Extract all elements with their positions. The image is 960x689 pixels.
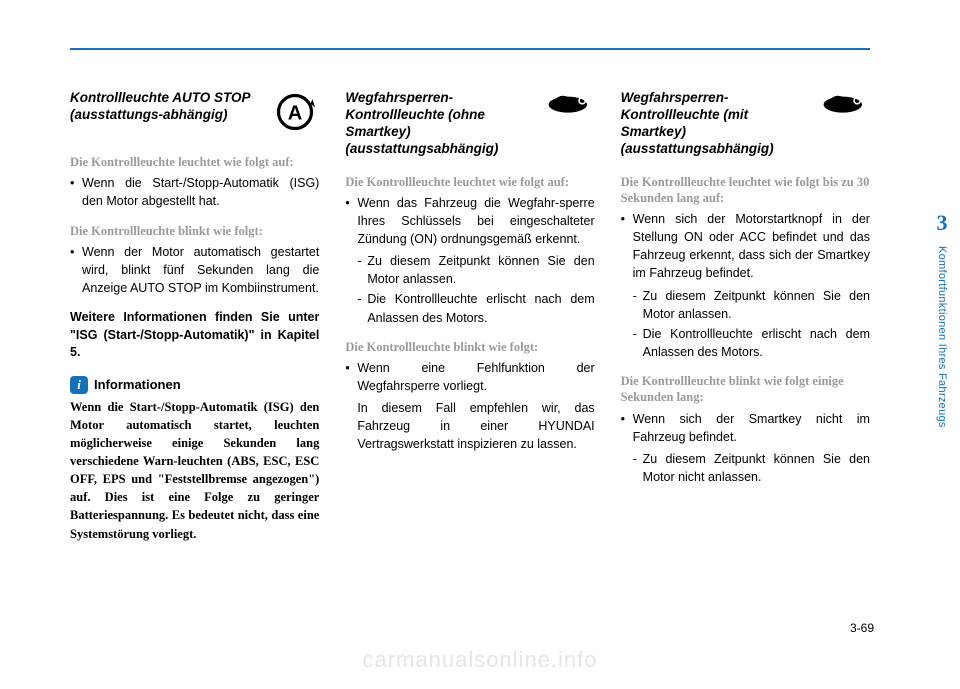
section-title: Wegfahrsperren-Kontrollleuchte (mit Smar… — [621, 90, 812, 158]
body-text: In diesem Fall empfehlen wir, das Fahrze… — [345, 399, 594, 453]
sub-bullet-item: Die Kontrollleuchte erlischt nach dem An… — [345, 290, 594, 326]
section-head-3: Wegfahrsperren-Kontrollleuchte (mit Smar… — [621, 90, 870, 158]
subhead: Die Kontrollleuchte leuchtet wie folgt b… — [621, 174, 870, 207]
info-icon: i — [70, 376, 88, 394]
immobilizer-car-key-icon — [822, 90, 870, 138]
immobilizer-car-key-icon — [547, 90, 595, 138]
sub-bullet-item: Zu diesem Zeitpunkt können Sie den Motor… — [621, 450, 870, 486]
subhead: Die Kontrollleuchte leuchtet wie folgt a… — [345, 174, 594, 190]
sub-bullet-item: Die Kontrollleuchte erlischt nach dem An… — [621, 325, 870, 361]
page-columns: Kontrollleuchte AUTO STOP (ausstattungs-… — [70, 90, 870, 543]
chapter-label: Komfortfunktionen Ihres Fahrzeugs — [936, 246, 948, 428]
section-title: Kontrollleuchte AUTO STOP (ausstattungs-… — [70, 90, 261, 124]
auto-stop-a-icon: A — [271, 90, 319, 138]
info-heading: i Informationen — [70, 376, 319, 394]
sub-bullet-item: Zu diesem Zeitpunkt können Sie den Motor… — [621, 287, 870, 323]
info-body: Wenn die Start-/Stopp-Automatik (ISG) de… — [70, 398, 319, 543]
section-head-1: Kontrollleuchte AUTO STOP (ausstattungs-… — [70, 90, 319, 138]
section-head-2: Wegfahrsperren-Kontrollleuchte (ohne Sma… — [345, 90, 594, 158]
top-rule — [70, 48, 870, 50]
watermark: carmanualsonline.info — [0, 647, 960, 673]
subhead: Die Kontrollleuchte leuchtet wie folgt a… — [70, 154, 319, 170]
sub-bullet-item: Zu diesem Zeitpunkt können Sie den Motor… — [345, 252, 594, 288]
column-3: Wegfahrsperren-Kontrollleuchte (mit Smar… — [621, 90, 870, 543]
info-label: Informationen — [94, 377, 181, 392]
chapter-number: 3 — [924, 210, 960, 236]
subhead: Die Kontrollleuchte blinkt wie folgt: — [345, 339, 594, 355]
side-tab: 3 Komfortfunktionen Ihres Fahrzeugs — [924, 210, 960, 510]
section-title: Wegfahrsperren-Kontrollleuchte (ohne Sma… — [345, 90, 536, 158]
bullet-item: Wenn eine Fehlfunktion der Wegfahrsperre… — [345, 359, 594, 395]
bullet-item: Wenn sich der Motorstartknopf in der Ste… — [621, 210, 870, 283]
svg-text:A: A — [288, 102, 303, 124]
subhead: Die Kontrollleuchte blinkt wie folgt ein… — [621, 373, 870, 406]
column-2: Wegfahrsperren-Kontrollleuchte (ohne Sma… — [345, 90, 594, 543]
bullet-item: Wenn die Start-/Stopp-Automatik (ISG) de… — [70, 174, 319, 210]
bullet-item: Wenn das Fahrzeug die Wegfahr-sperre Ihr… — [345, 194, 594, 248]
subhead: Die Kontrollleuchte blinkt wie folgt: — [70, 223, 319, 239]
column-1: Kontrollleuchte AUTO STOP (ausstattungs-… — [70, 90, 319, 543]
bullet-item: Wenn der Motor automatisch gestartet wir… — [70, 243, 319, 297]
page-number: 3-69 — [850, 621, 874, 635]
bold-reference: Weitere Informationen finden Sie unter "… — [70, 309, 319, 362]
bullet-item: Wenn sich der Smartkey nicht im Fahrzeug… — [621, 410, 870, 446]
